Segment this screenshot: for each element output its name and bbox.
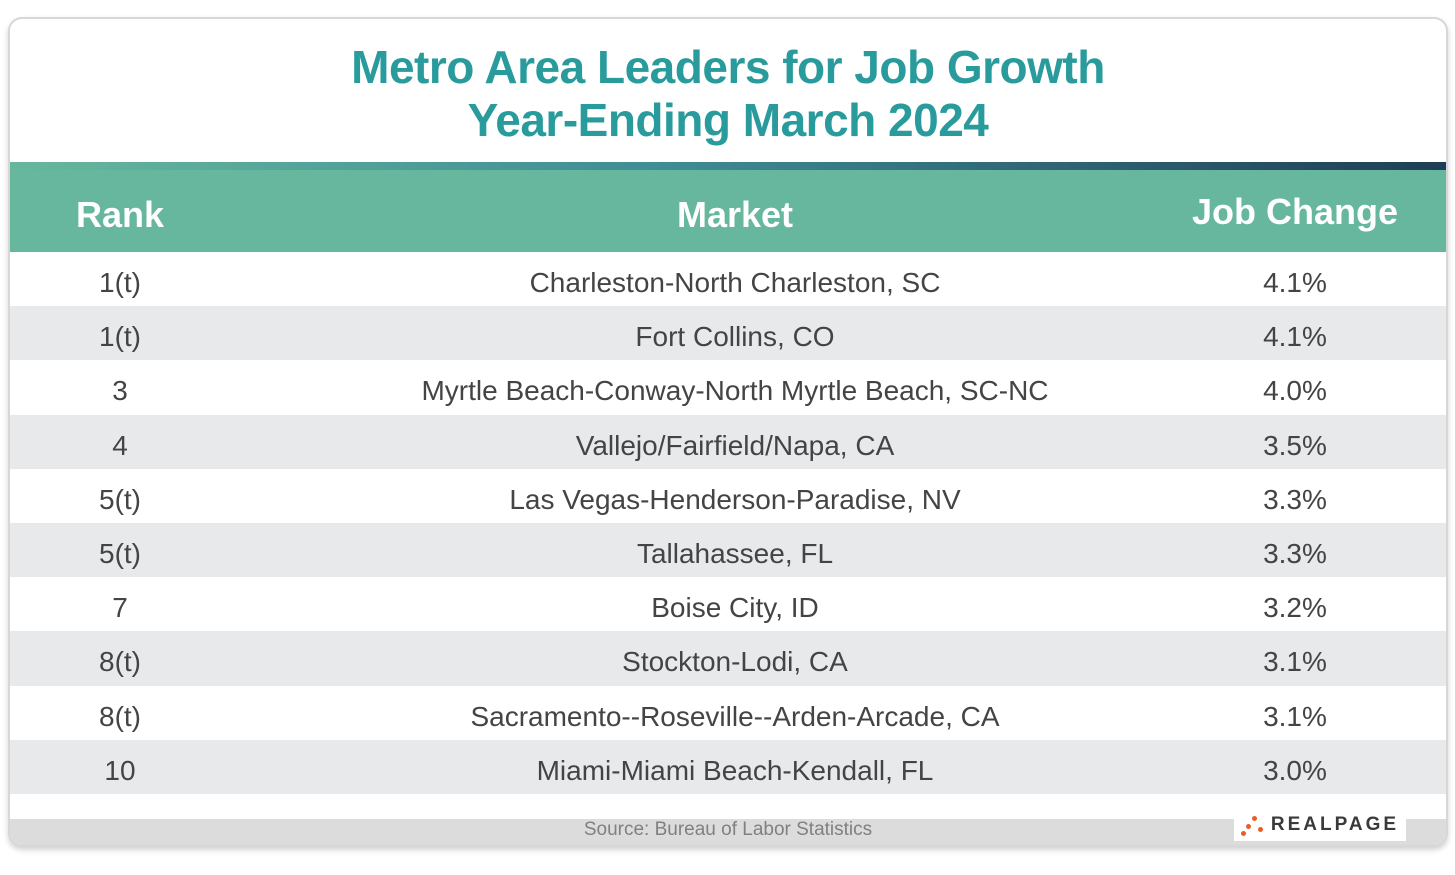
cell-rank: 8(t) [99,646,141,678]
logo-dots-icon [1240,814,1267,836]
cell-market: Charleston-North Charleston, SC [529,267,941,298]
cell-job-change: 4.1% [1263,321,1327,353]
table-row: 1(t) Charleston-North Charleston, SC 4.1% [10,252,1446,306]
cell-job-change: 4.1% [1263,267,1327,298]
cell-rank: 5(t) [99,537,141,569]
table-row: 5(t) Las Vegas-Henderson-Paradise, NV 3.3% [10,469,1446,523]
cell-job-change: 3.5% [1263,429,1327,461]
table-row: 7 Boise City, ID 3.2% [10,577,1446,631]
cell-market: Myrtle Beach-Conway-North Myrtle Beach, … [421,375,1049,407]
table-row: 3 Myrtle Beach-Conway-North Myrtle Beach,… [10,360,1446,414]
cell-job-change: 3.3% [1263,483,1327,515]
cell-job-change: 3.0% [1263,754,1327,786]
cell-market: Fort Collins, CO [635,321,835,353]
header-job-change: Job Change [1191,191,1398,232]
title-line-1: Metro Area Leaders for Job Growth [351,41,1105,93]
cell-rank: 4 [112,429,128,461]
logo-text: REALPAGE [1270,814,1400,835]
cell-rank: 1(t) [99,267,141,298]
cell-market: Vallejo/Fairfield/Napa, CA [575,429,895,461]
cell-rank: 3 [112,375,128,407]
header-rank: Rank [75,194,165,235]
cell-job-change: 3.2% [1263,592,1327,624]
cell-market: Stockton-Lodi, CA [622,646,848,678]
cell-market: Sacramento--Roseville--Arden-Arcade, CA [470,700,1000,732]
cell-market: Las Vegas-Henderson-Paradise, NV [509,483,961,515]
cell-rank: 8(t) [99,700,141,732]
cell-market: Boise City, ID [651,592,819,624]
cell-market: Tallahassee, FL [636,537,834,569]
cell-rank: 10 [104,754,136,786]
table-row: 1(t) Fort Collins, CO 4.1% [10,306,1446,361]
table-header: Rank Market Job Change [10,170,1446,252]
table-row: 8(t) Sacramento--Roseville--Arden-Arcade,… [10,686,1446,740]
chart-title: Metro Area Leaders for Job Growth Year-E… [10,41,1446,147]
table-row: 10 Miami-Miami Beach-Kendall, FL 3.0% [10,739,1446,794]
table-row: 8(t) Stockton-Lodi, CA 3.1% [10,631,1446,686]
table-body: 1(t) Charleston-North Charleston, SC 4.1% 1… [10,252,1446,794]
cell-job-change: 4.0% [1263,375,1327,407]
header-market: Market [676,194,794,235]
realpage-logo: REALPAGE [1234,809,1406,841]
cell-job-change: 3.3% [1263,537,1327,569]
table-row: 5(t) Tallahassee, FL 3.3% [10,522,1446,578]
cell-job-change: 3.1% [1263,646,1327,678]
cell-job-change: 3.1% [1263,700,1327,732]
cell-rank: 1(t) [99,321,141,353]
table-card: Metro Area Leaders for Job Growth Year-E… [8,17,1448,847]
source-note: Source: Bureau of Labor Statistics [583,819,873,840]
table-row: 4 Vallejo/Fairfield/Napa, CA 3.5% [10,414,1446,469]
cell-rank: 7 [112,592,128,624]
accent-bar [10,162,1446,170]
title-line-2: Year-Ending March 2024 [467,94,989,146]
cell-market: Miami-Miami Beach-Kendall, FL [536,754,934,786]
cell-rank: 5(t) [99,483,141,515]
footer: Source: Bureau of Labor Statistics REALP… [10,809,1446,845]
